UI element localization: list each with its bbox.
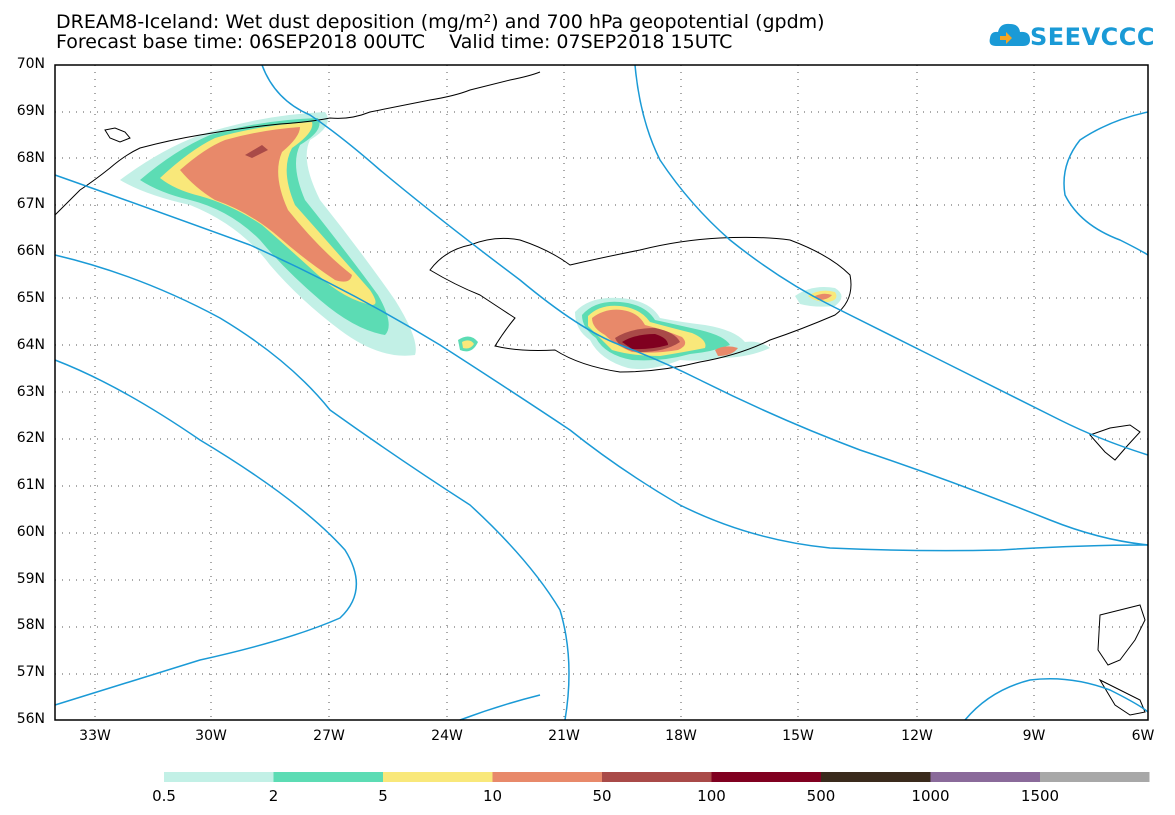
lat-label: 60N	[16, 523, 45, 540]
lon-label: 12W	[901, 728, 933, 744]
lon-label: 15W	[782, 728, 814, 744]
lat-label: 65N	[16, 289, 45, 306]
colorbar-box	[930, 772, 1040, 782]
colorbar-box	[821, 772, 931, 782]
colorbar-box	[383, 772, 493, 782]
lat-label: 70N	[16, 56, 45, 72]
colorbar-label: 0.5	[152, 787, 176, 805]
lon-label: 18W	[665, 728, 697, 744]
lon-label: 24W	[431, 728, 463, 744]
lon-label: 21W	[548, 728, 580, 744]
lat-label: 66N	[16, 243, 45, 260]
lat-label: 58N	[16, 617, 45, 634]
lon-label: 9W	[1022, 728, 1046, 744]
colorbar-label: 100	[697, 787, 726, 805]
colorbar-label: 1000	[911, 787, 950, 805]
lon-label: 30W	[195, 728, 227, 744]
colorbar-box	[1040, 772, 1150, 782]
colorbar-box	[273, 772, 383, 782]
colorbar	[164, 772, 1150, 782]
colorbar-box	[164, 772, 274, 782]
lon-label: 27W	[313, 728, 345, 744]
seevccc-logo: SEEVCCC	[988, 18, 1168, 58]
lon-label: 33W	[79, 728, 111, 744]
map-subtitle: Forecast base time: 06SEP2018 00UTC Vali…	[56, 31, 733, 53]
geopotential-contours	[54, 64, 1149, 721]
lat-label: 61N	[16, 477, 45, 494]
colorbar-label: 1500	[1020, 787, 1060, 805]
colorbar-label: 50	[592, 787, 612, 805]
lat-label: 62N	[16, 430, 45, 447]
graticule	[55, 65, 1148, 720]
colorbar-label: 2	[268, 787, 279, 805]
colorbar-box	[711, 772, 821, 782]
lat-label: 59N	[16, 570, 45, 587]
lat-label: 56N	[16, 711, 45, 727]
lat-label: 64N	[16, 336, 45, 353]
colorbar-box	[602, 772, 712, 782]
colorbar-label: 500	[806, 787, 836, 805]
map-frame	[54, 64, 1149, 721]
cloud-icon	[989, 23, 1030, 46]
lat-label: 67N	[16, 196, 45, 213]
colorbar-box	[492, 772, 602, 782]
colorbar-label: 10	[482, 787, 503, 805]
lat-label: 63N	[16, 383, 45, 400]
lat-label: 69N	[16, 102, 45, 119]
logo-text: SEEVCCC	[1030, 23, 1155, 51]
lon-label: 6W	[1131, 728, 1155, 744]
coastlines	[54, 71, 1146, 716]
lat-label: 68N	[16, 149, 45, 166]
lat-label: 57N	[16, 664, 45, 681]
map-title: DREAM8-Iceland: Wet dust deposition (mg/…	[56, 11, 825, 33]
colorbar-label: 5	[378, 787, 388, 805]
dust-plume-west	[120, 112, 416, 356]
